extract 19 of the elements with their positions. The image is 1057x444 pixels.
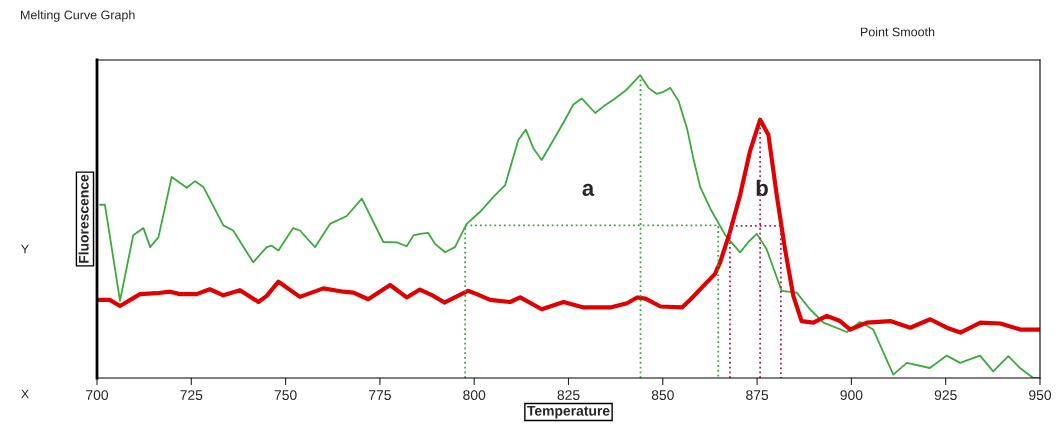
x-tick-label: 825 — [557, 390, 580, 401]
text: X — [21, 389, 29, 399]
annotation: a — [582, 183, 595, 196]
text: Point Smooth — [860, 27, 935, 37]
x-tick-label: 725 — [180, 390, 203, 401]
x-tick-label: 800 — [463, 390, 486, 401]
annotation: b — [756, 179, 768, 196]
x-axis-title: Temperature — [527, 406, 610, 419]
y-axis-title: Fluorescence — [78, 174, 89, 263]
x-tick-label: 775 — [369, 390, 391, 401]
x-tick-label: 875 — [746, 390, 769, 401]
chart-title: Melting Curve Graph — [21, 10, 135, 22]
x-tick-label: 900 — [840, 390, 863, 401]
text: Y — [21, 244, 29, 254]
x-tick-label: 925 — [934, 390, 957, 401]
x-tick-label: 850 — [651, 390, 674, 401]
x-tick-label: 950 — [1029, 390, 1052, 401]
x-tick-label: 700 — [86, 390, 109, 401]
x-tick-label: 750 — [274, 390, 297, 401]
